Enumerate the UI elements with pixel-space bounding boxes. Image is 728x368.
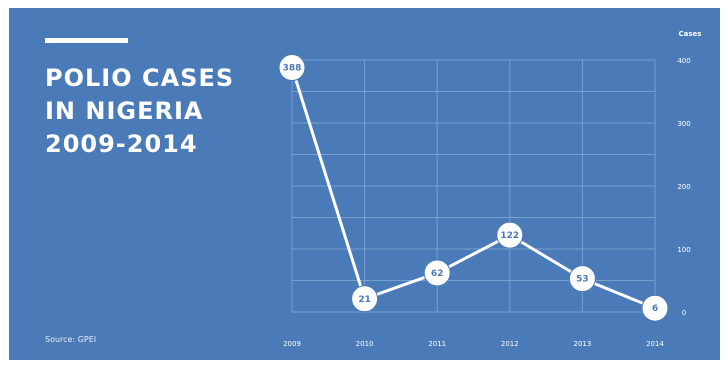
grid-lines bbox=[291, 59, 656, 313]
axis-labels: 0 100 200 300 400 Cases 2009 2010 2011 2012 2013 20… bbox=[283, 30, 701, 348]
y-tick-label: 200 bbox=[677, 183, 690, 191]
data-point bbox=[496, 221, 524, 249]
data-point bbox=[423, 259, 451, 287]
x-tick-label: 2013 bbox=[573, 340, 591, 348]
series-line bbox=[290, 67, 656, 310]
data-point bbox=[641, 294, 669, 322]
source-note: Source: GPEI bbox=[45, 335, 97, 344]
x-tick-label: 2012 bbox=[501, 340, 519, 348]
y-axis-label: Cases bbox=[679, 30, 702, 38]
data-label: 388 bbox=[283, 64, 302, 74]
y-tick-label: 0 bbox=[682, 309, 686, 317]
data-point bbox=[351, 285, 379, 313]
x-tick-label: 2010 bbox=[356, 340, 374, 348]
chart-title-line-1: POLIO CASES bbox=[45, 64, 235, 92]
x-tick-label: 2011 bbox=[428, 340, 446, 348]
title-accent-bar bbox=[45, 38, 128, 43]
data-label: 21 bbox=[358, 295, 371, 305]
x-tick-label: 2014 bbox=[646, 340, 664, 348]
data-point bbox=[568, 265, 596, 293]
series-line-layer bbox=[290, 67, 656, 310]
data-label: 62 bbox=[431, 269, 444, 279]
data-label: 6 bbox=[652, 304, 658, 314]
chart-title-line-2: IN NIGERIA bbox=[45, 97, 204, 125]
chart-title: POLIO CASES IN NIGERIA 2009-2014 bbox=[45, 62, 275, 161]
y-tick-label: 300 bbox=[677, 120, 690, 128]
data-point bbox=[278, 54, 306, 82]
y-tick-label: 400 bbox=[677, 57, 690, 65]
x-tick-label: 2009 bbox=[283, 340, 301, 348]
data-points: 388 21 62 122 53 6 bbox=[278, 54, 669, 322]
y-tick-label: 100 bbox=[677, 246, 690, 254]
data-label: 122 bbox=[500, 231, 519, 241]
chart-title-line-3: 2009-2014 bbox=[45, 130, 198, 158]
data-label: 53 bbox=[576, 275, 589, 285]
